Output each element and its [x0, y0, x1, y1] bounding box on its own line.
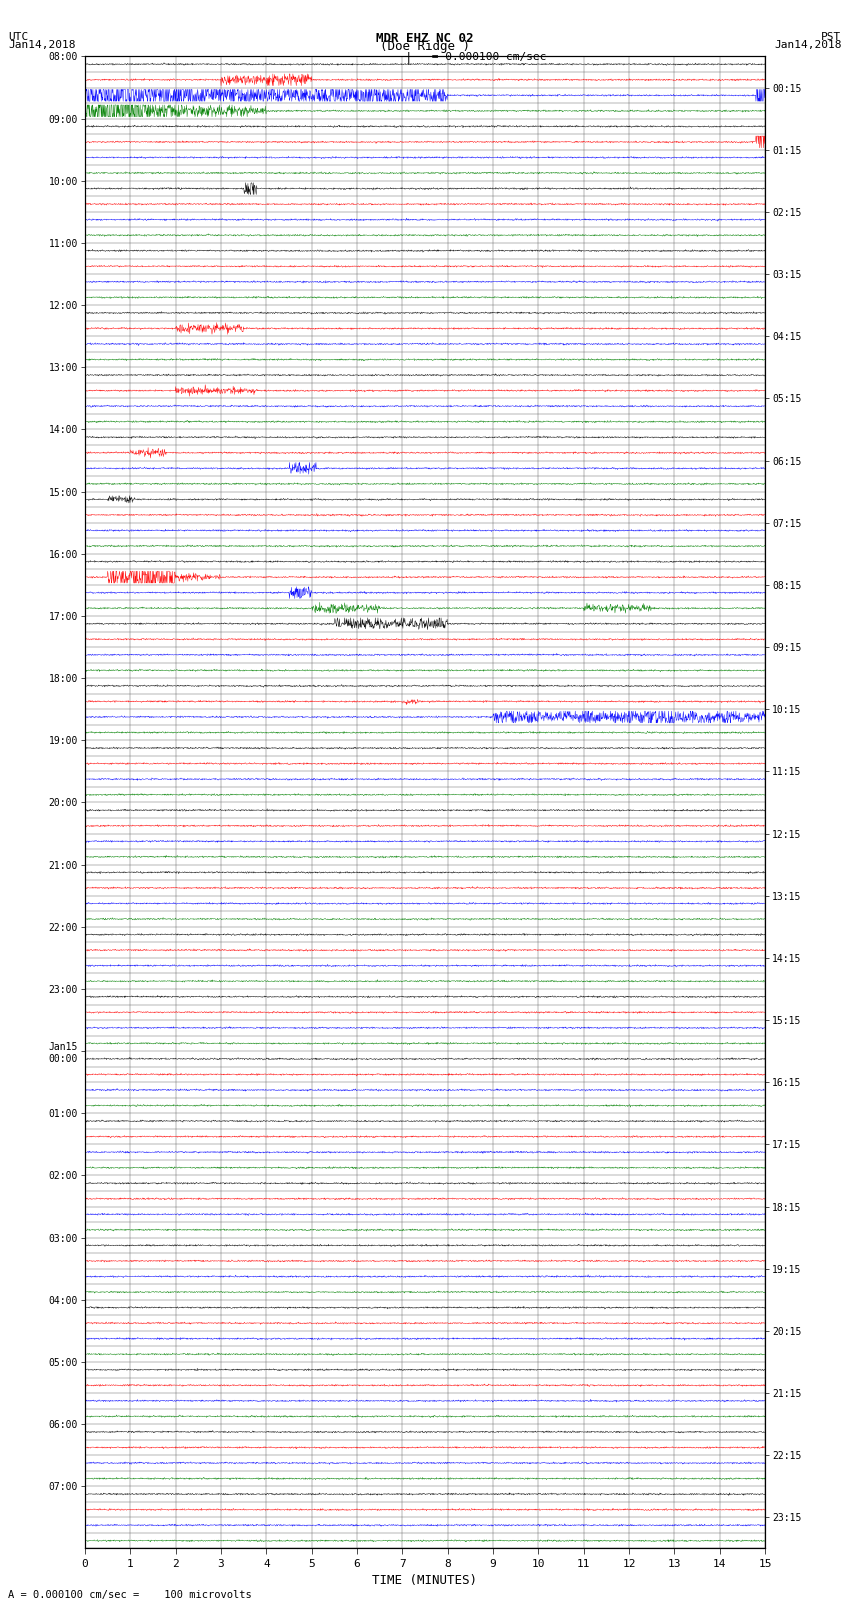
Text: PST: PST [821, 32, 842, 42]
Text: (Doe Ridge ): (Doe Ridge ) [380, 40, 470, 53]
X-axis label: TIME (MINUTES): TIME (MINUTES) [372, 1574, 478, 1587]
Text: = 0.000100 cm/sec: = 0.000100 cm/sec [425, 52, 547, 61]
Text: Jan14,2018: Jan14,2018 [8, 40, 76, 50]
Text: UTC: UTC [8, 32, 29, 42]
Text: |: | [405, 52, 411, 65]
Text: MDR EHZ NC 02: MDR EHZ NC 02 [377, 32, 473, 45]
Text: A = 0.000100 cm/sec =    100 microvolts: A = 0.000100 cm/sec = 100 microvolts [8, 1590, 252, 1600]
Text: Jan14,2018: Jan14,2018 [774, 40, 842, 50]
